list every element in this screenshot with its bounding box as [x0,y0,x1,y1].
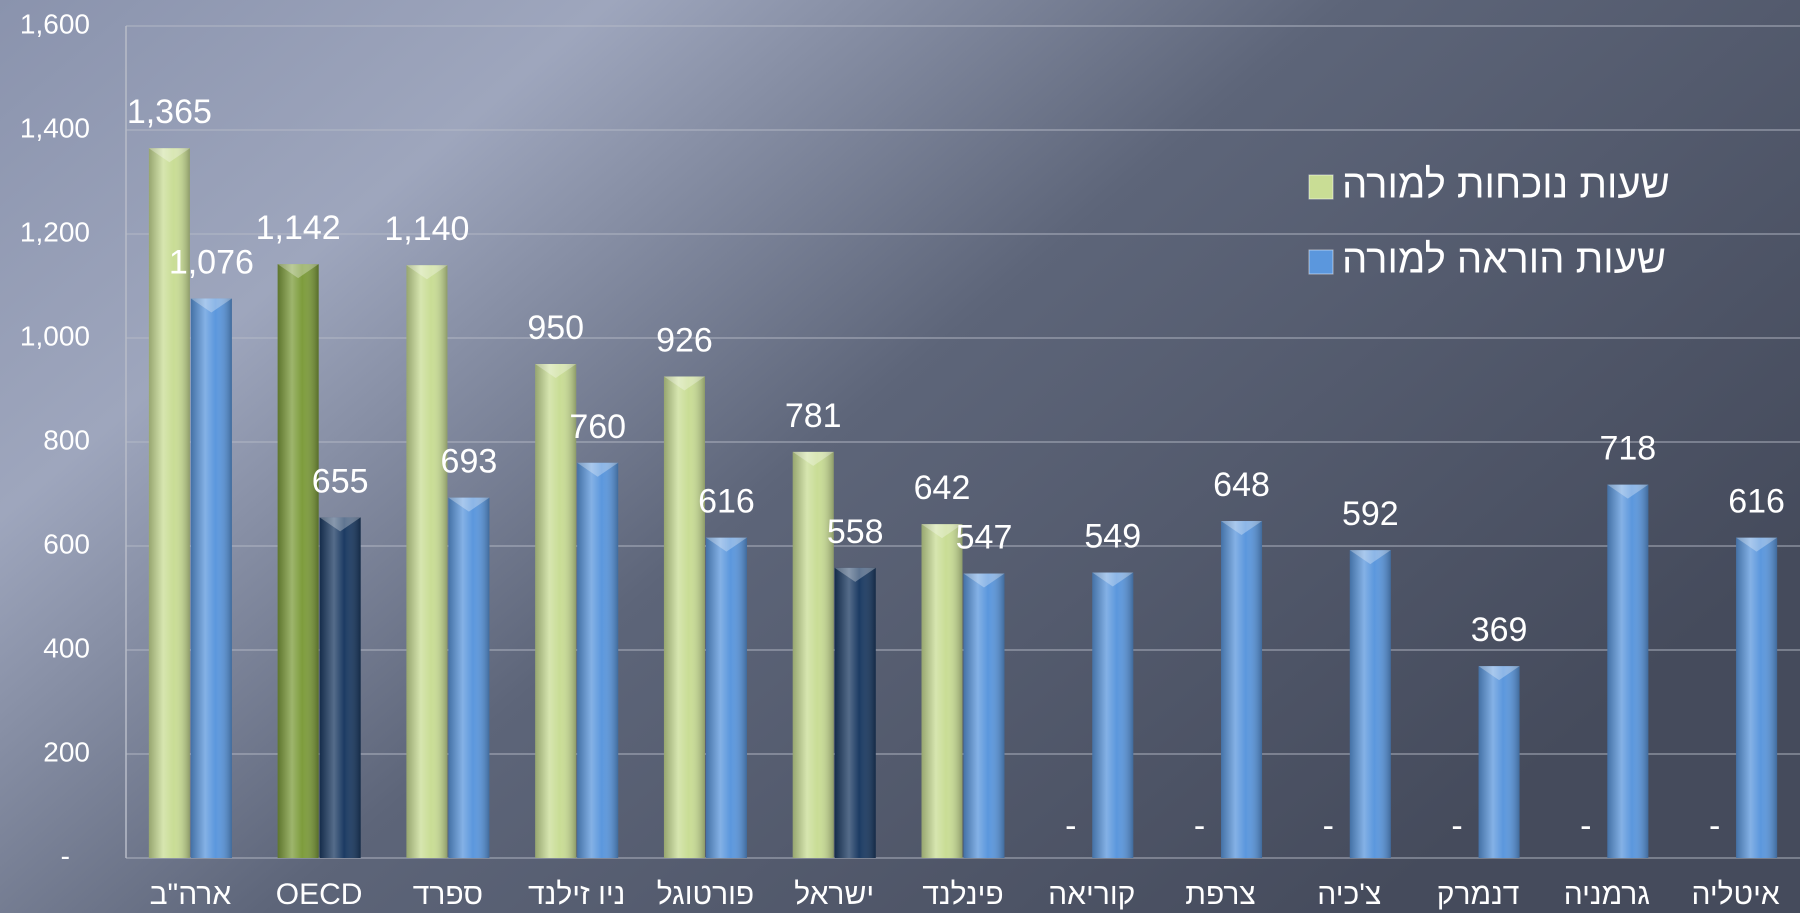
legend-label: שעות הוראה למורה [1342,238,1666,282]
data-label: 781 [785,397,842,435]
bar-bevel [448,497,490,512]
bar-shade [577,462,619,858]
data-label: 369 [1471,611,1528,649]
data-label: 648 [1213,466,1270,504]
data-label: 616 [1728,483,1785,521]
bar-shade [663,376,705,858]
x-tick-label: ניו זילנד [528,878,625,911]
data-label: - [1451,807,1462,845]
bar-shade [1092,572,1134,858]
data-label: 547 [956,519,1013,557]
y-tick-label: 400 [43,632,90,663]
bar-shade [448,497,490,858]
bar-shade [963,573,1005,858]
y-tick-label: 1,200 [20,216,90,247]
bar-shade [1607,484,1649,858]
x-tick-label: פורטוגל [657,878,754,911]
x-tick-label: גרמניה [1564,878,1650,911]
bar-bevel [1092,572,1134,587]
y-tick-label: 200 [43,736,90,767]
data-label: 760 [569,408,626,446]
x-tick-label: צרפת [1185,878,1256,911]
x-tick-label: קוריאה [1048,878,1135,911]
data-label: 1,140 [384,210,469,248]
bar-bevel [148,148,190,163]
bar-shade [190,298,232,859]
data-label: 616 [698,483,755,521]
bar-bevel [792,451,834,466]
data-label: 1,142 [256,209,341,247]
bar-bevel [190,298,232,313]
data-label: 1,076 [169,243,254,281]
bar-bevel [1221,521,1263,536]
data-label: - [1580,807,1591,845]
bar-shade [535,364,577,858]
bar-shade [1478,666,1520,858]
bar-bevel [1607,484,1649,499]
bar-bevel [1349,550,1391,565]
bar-shade [1221,521,1263,858]
bar-shade [406,265,448,858]
bar-bevel [834,567,876,582]
data-label: 693 [441,443,498,481]
bar-bevel [535,364,577,378]
data-label: 549 [1084,518,1141,556]
legend-swatch [1308,174,1334,200]
bar-bevel [1478,666,1520,681]
data-label: - [1194,807,1205,845]
x-tick-label: איטליה [1691,878,1779,911]
y-tick-label: 800 [43,424,90,455]
bar-bevel [319,517,361,532]
bar-shade [792,451,834,858]
x-tick-label: ספרד [413,878,483,911]
y-tick-label: - [61,840,70,871]
x-tick-label: ישראל [794,878,874,911]
data-label: - [1709,807,1720,845]
y-tick-label: 600 [43,528,90,559]
x-tick-label: צ'כיה [1317,878,1381,911]
y-tick-label: 1,400 [20,112,90,143]
data-label: 950 [527,309,584,347]
bar-bevel [406,265,448,280]
data-label: - [1323,807,1334,845]
legend-label: שעות נוכחות למורה [1342,163,1670,207]
data-label: 592 [1342,495,1399,533]
data-label: 655 [312,462,369,500]
data-label: 1,365 [127,93,212,131]
x-tick-label: פינלנד [922,878,1003,911]
y-tick-label: 1,000 [20,320,90,351]
x-tick-label: OECD [276,878,363,911]
bar-shade [921,524,963,858]
bar-bevel [921,524,963,539]
bar-shade [277,264,319,858]
data-label: - [1065,807,1076,845]
data-label: 718 [1599,430,1656,468]
bar-shade [705,537,747,858]
data-label: 642 [914,469,971,507]
bar-shade [1349,550,1391,858]
bar-shade [1736,537,1778,858]
bar-bevel [577,462,619,477]
legend-swatch [1308,249,1334,275]
bar-bevel [663,376,705,391]
bar-bevel [705,537,747,552]
bar-shade [319,517,361,858]
bar-shade [148,148,190,858]
bar-bevel [1736,537,1778,552]
bar-bevel [963,573,1005,588]
y-tick-label: 1,600 [20,8,90,39]
data-label: 926 [656,321,713,359]
bar-shade [834,567,876,858]
x-tick-label: דנמרק [1437,878,1520,911]
bar-bevel [277,264,319,279]
data-label: 558 [827,513,884,551]
x-tick-label: ארה"ב [150,878,232,911]
